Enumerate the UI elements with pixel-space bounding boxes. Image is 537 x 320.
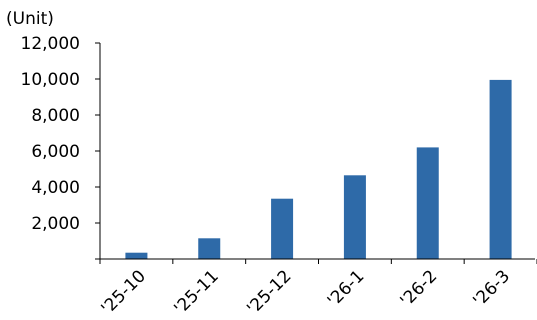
bar (271, 198, 294, 259)
x-tick-label: '25-12 (243, 266, 295, 318)
x-tick-label: '26-3 (469, 266, 514, 311)
bar (125, 252, 148, 259)
x-tick-label: '26-2 (397, 266, 442, 311)
y-tick-label: 8,000 (31, 106, 80, 126)
bars (125, 79, 512, 260)
bar (416, 147, 439, 259)
bar (198, 238, 221, 259)
y-tick-label: 6,000 (31, 142, 80, 162)
y-tick-label: 12,000 (21, 34, 80, 54)
y-axis-ticks: 2,000 4,000 6,000 8,000 10,000 12,000 (21, 34, 100, 260)
y-axis-unit-label: (Unit) (6, 9, 54, 29)
bar (489, 79, 512, 260)
y-tick-label: 2,000 (31, 214, 80, 234)
y-tick-label: 4,000 (31, 178, 80, 198)
x-tick-label: '25-10 (98, 266, 150, 318)
x-tick-label: '26-1 (324, 266, 369, 311)
y-tick-label: 10,000 (21, 70, 80, 90)
x-axis-ticks: '25-10 '25-11 '25-12 '26-1 '26-2 '26-3 (98, 259, 537, 319)
bar (343, 175, 366, 259)
x-tick-label: '25-11 (170, 266, 222, 318)
